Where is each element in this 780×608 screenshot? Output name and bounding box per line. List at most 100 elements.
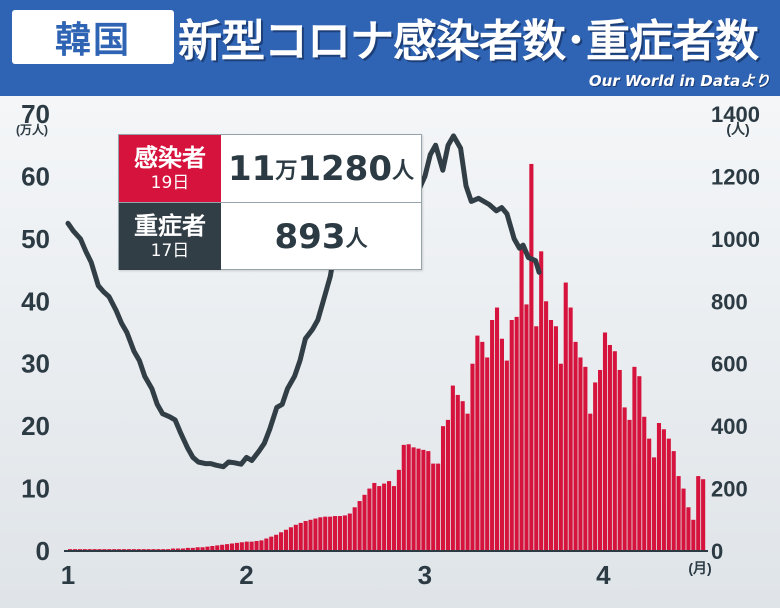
- severe-value-num: 893: [274, 216, 346, 257]
- case-bar: [656, 423, 662, 551]
- case-bar: [347, 513, 352, 551]
- y-left-tick: 20: [21, 411, 50, 441]
- case-bar: [445, 419, 450, 551]
- case-bar: [671, 451, 676, 551]
- case-bar: [264, 538, 269, 551]
- severe-date: 17日: [150, 240, 190, 261]
- y-left-tick: 0: [36, 536, 50, 566]
- case-bar: [607, 344, 612, 551]
- case-bar: [323, 516, 328, 551]
- bars-layer: [68, 163, 706, 551]
- case-bar: [426, 451, 431, 551]
- case-bar: [357, 501, 362, 551]
- case-bar: [308, 519, 313, 551]
- case-bar: [210, 546, 215, 551]
- case-bar: [568, 307, 573, 551]
- case-bar: [519, 245, 524, 551]
- case-bar: [254, 541, 259, 551]
- case-bar: [490, 320, 495, 551]
- y-right-tick: 1400: [711, 102, 760, 127]
- case-bar: [696, 476, 701, 551]
- chart-panel: 0 10 20 30 40 50 60 70 0 200 400 600 800 1000 1200 1400…: [0, 96, 780, 608]
- severe-cases-line: [65, 133, 542, 470]
- stat-card: 感染者 19日 11 万 1280 人 重症者 17日 893 人: [118, 134, 422, 270]
- case-bar: [298, 522, 303, 551]
- case-bar: [583, 366, 588, 551]
- case-bar: [460, 401, 465, 551]
- case-bar: [279, 532, 284, 551]
- case-bar: [259, 540, 264, 551]
- case-bar: [195, 547, 200, 551]
- cases-row: 感染者 19日 11 万 1280 人: [119, 135, 421, 202]
- case-bar: [372, 482, 377, 551]
- case-bar: [406, 444, 411, 551]
- case-bar: [509, 320, 514, 551]
- case-bar: [588, 413, 593, 551]
- case-bar: [401, 444, 406, 551]
- case-bar: [470, 363, 475, 551]
- case-bar: [234, 542, 239, 551]
- case-bar: [602, 332, 608, 551]
- cases-value: 11 万 1280 人: [221, 135, 421, 202]
- case-bar: [249, 541, 254, 551]
- case-bar: [342, 515, 347, 551]
- y-right-tick: 600: [711, 352, 748, 377]
- x-tick: 3: [418, 560, 432, 590]
- severe-row: 重症者 17日 893 人: [119, 202, 421, 270]
- cases-value-unit1: 万: [275, 158, 298, 184]
- y-right-tick: 1000: [711, 227, 760, 252]
- case-bar: [244, 541, 249, 551]
- case-bar: [622, 407, 627, 551]
- x-tick: 1: [61, 560, 75, 590]
- y-left-unit: (万人): [16, 122, 48, 137]
- case-bar: [333, 516, 338, 551]
- case-bar: [681, 488, 686, 551]
- cases-date: 19日: [150, 172, 190, 193]
- cases-value-unit2: 人: [391, 158, 414, 184]
- case-bar: [593, 382, 598, 551]
- case-bar: [632, 366, 637, 551]
- y-left-tick: 30: [21, 349, 50, 379]
- case-bar: [352, 507, 357, 551]
- x-tick: 2: [239, 560, 253, 590]
- case-bar: [553, 326, 558, 551]
- case-bar: [337, 516, 343, 551]
- y-right-tick: 400: [711, 414, 748, 439]
- source-credit: Our World in Dataより: [588, 72, 770, 90]
- y-right-tick: 0: [711, 539, 723, 564]
- case-bar: [701, 479, 706, 551]
- case-bar: [539, 251, 544, 551]
- case-bar: [627, 419, 632, 551]
- case-bar: [480, 341, 485, 551]
- cases-label-text: 感染者: [134, 143, 206, 172]
- case-bar: [318, 517, 323, 551]
- y-right-tick: 1200: [711, 164, 760, 189]
- country-box: 韓国: [12, 10, 174, 64]
- x-unit: (月): [688, 560, 711, 576]
- case-bar: [239, 542, 244, 551]
- case-bar: [396, 469, 401, 551]
- case-bar: [485, 357, 490, 551]
- case-bar: [382, 483, 387, 551]
- case-bar: [499, 338, 504, 551]
- case-bar: [220, 544, 225, 551]
- case-bar: [190, 547, 195, 551]
- title-box: 新型コロナ感染者数･重症者数: [178, 6, 772, 68]
- case-bar: [666, 438, 671, 551]
- severe-value: 893 人: [221, 203, 421, 270]
- case-bar: [686, 507, 691, 551]
- case-bar: [303, 521, 308, 551]
- case-bar: [313, 518, 318, 551]
- case-bar: [514, 316, 519, 551]
- case-bar: [328, 516, 333, 551]
- case-bar: [185, 547, 190, 551]
- y-right-tick: 200: [711, 477, 748, 502]
- y-left-tick: 40: [21, 286, 50, 316]
- case-bar: [367, 488, 372, 551]
- case-bar: [544, 301, 549, 551]
- severe-label-text: 重症者: [134, 211, 206, 240]
- case-bar: [494, 307, 500, 551]
- case-bar: [504, 360, 509, 551]
- y-left-tick: 70: [21, 99, 50, 129]
- case-bar: [534, 326, 539, 551]
